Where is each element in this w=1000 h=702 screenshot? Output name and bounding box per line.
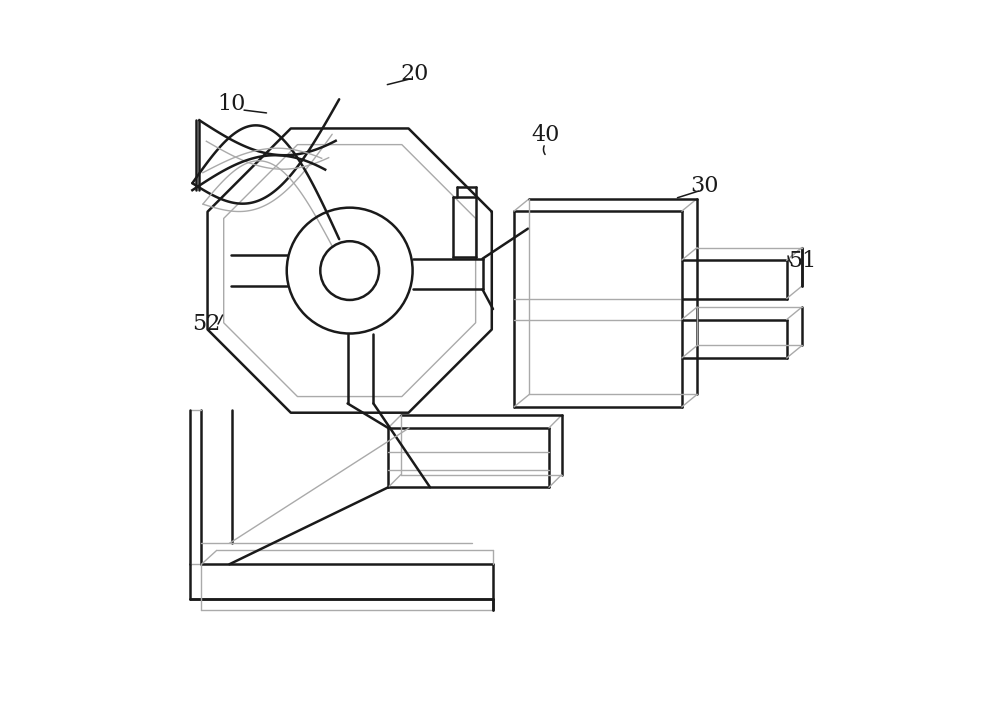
Text: 40: 40 xyxy=(531,124,560,146)
Text: 52: 52 xyxy=(192,313,221,335)
Text: 10: 10 xyxy=(217,93,245,114)
Text: 20: 20 xyxy=(401,62,429,85)
Text: 51: 51 xyxy=(788,250,816,272)
Text: 30: 30 xyxy=(690,175,719,197)
